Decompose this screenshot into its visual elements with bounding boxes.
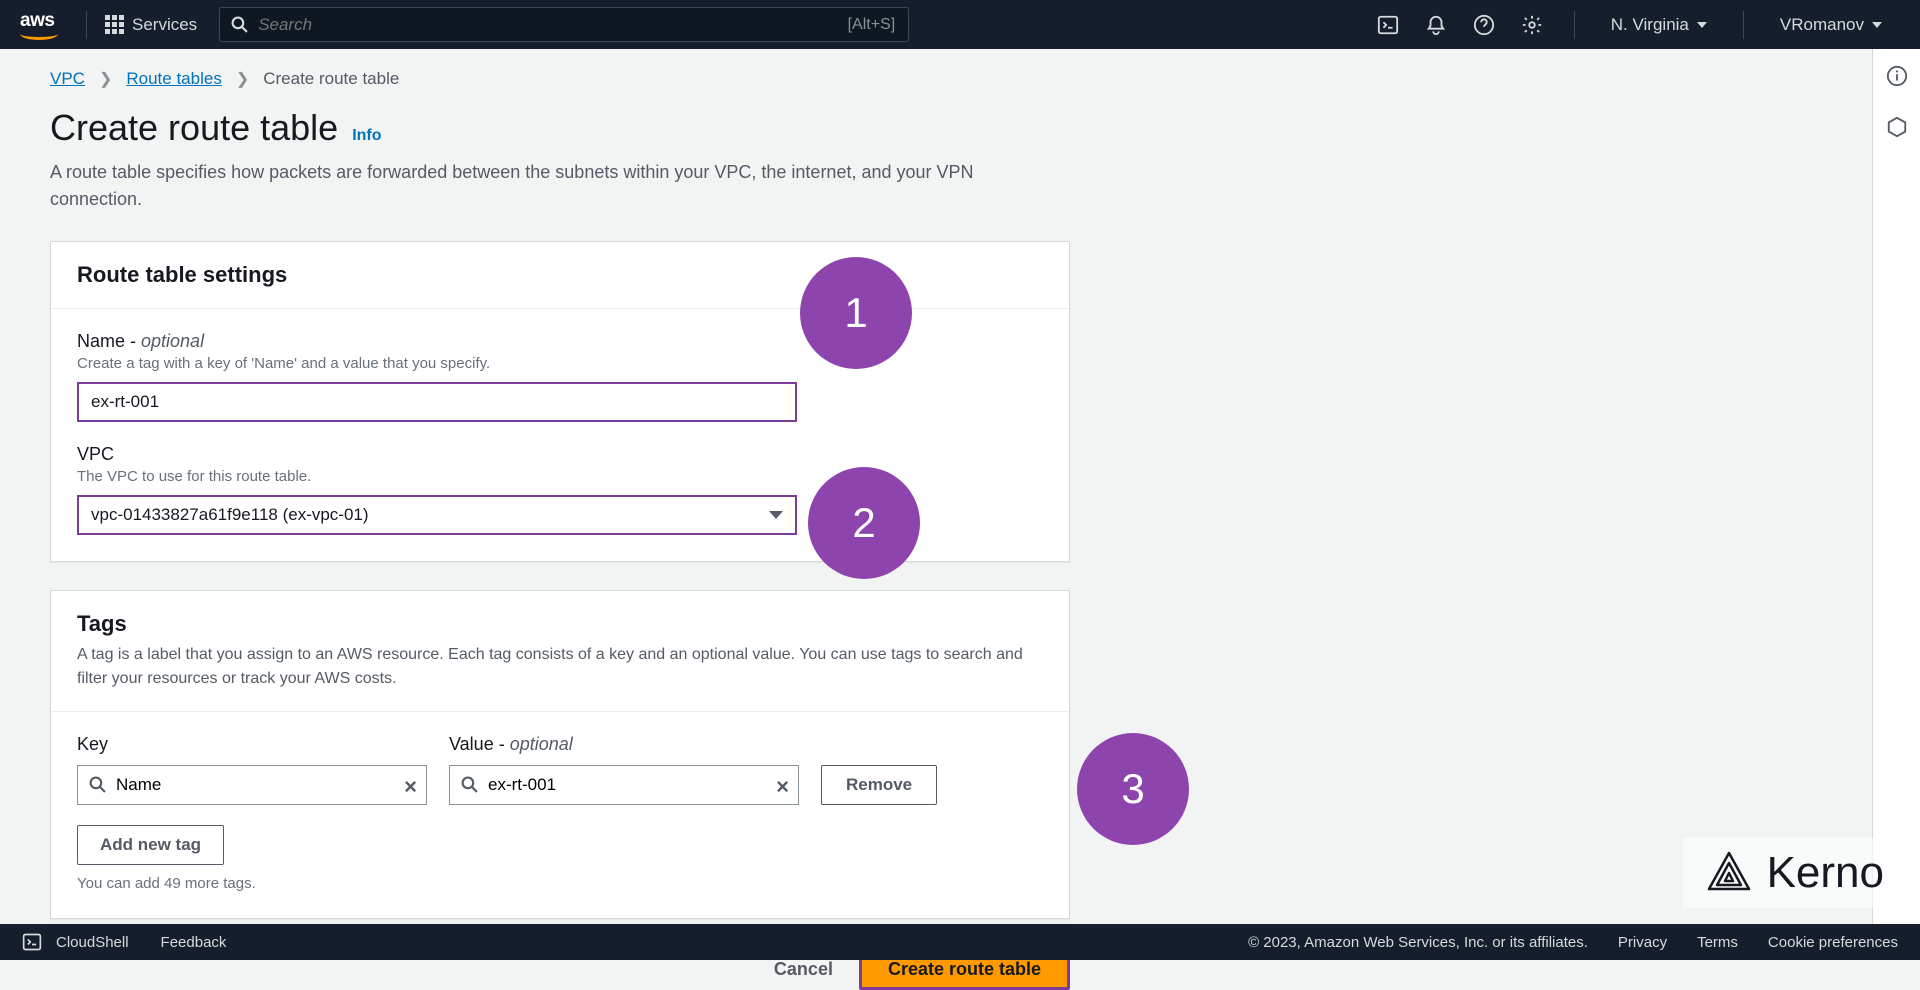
cloudshell-icon[interactable] (1364, 0, 1412, 49)
page-title-row: Create route table Info (50, 107, 1850, 149)
annotation-1: 1 (800, 257, 912, 369)
vpc-select[interactable]: vpc-01433827a61f9e118 (ex-vpc-01) (77, 495, 797, 535)
divider (1574, 11, 1575, 39)
aws-logo-text: aws (20, 10, 58, 32)
info-link[interactable]: Info (352, 127, 381, 145)
copyright-text: © 2023, Amazon Web Services, Inc. or its… (1248, 934, 1588, 951)
value-input-wrap: × (449, 765, 799, 805)
remove-tag-button[interactable]: Remove (821, 765, 937, 805)
panel-header: Tags A tag is a label that you assign to… (51, 591, 1069, 712)
panel-body: Key × Value - optional × (51, 712, 1069, 918)
help-icon[interactable] (1460, 0, 1508, 49)
clear-value-icon[interactable]: × (776, 774, 789, 800)
key-column: Key × (77, 734, 427, 805)
user-menu[interactable]: VRomanov (1762, 15, 1900, 35)
breadcrumb: VPC ❯ Route tables ❯ Create route table (50, 69, 1850, 89)
chevron-right-icon: ❯ (236, 69, 249, 89)
name-input[interactable] (77, 382, 797, 422)
main-content: VPC ❯ Route tables ❯ Create route table … (0, 49, 1900, 990)
feedback-link[interactable]: Feedback (161, 934, 227, 951)
optional-text: optional (141, 331, 204, 351)
vpc-label: VPC (77, 444, 1043, 465)
chevron-right-icon: ❯ (99, 69, 112, 89)
tags-panel-title: Tags (77, 611, 1043, 637)
name-label-text: Name - (77, 331, 141, 351)
chevron-down-icon (1697, 22, 1707, 28)
cloudshell-icon (22, 932, 42, 952)
add-tag-button[interactable]: Add new tag (77, 825, 224, 865)
kerno-logo-icon (1705, 849, 1753, 897)
nav-right: N. Virginia VRomanov (1364, 0, 1900, 49)
bottom-left: CloudShell Feedback (22, 932, 226, 952)
search-input[interactable] (219, 7, 909, 42)
search-icon (89, 776, 106, 793)
info-rail-icon[interactable] (1886, 65, 1908, 92)
value-column: Value - optional × (449, 734, 799, 805)
services-label: Services (132, 15, 197, 35)
annotation-3: 3 (1077, 733, 1189, 845)
search-shortcut: [Alt+S] (848, 16, 896, 34)
search-icon (461, 776, 478, 793)
tags-description: A tag is a label that you assign to an A… (77, 643, 1043, 691)
breadcrumb-vpc[interactable]: VPC (50, 69, 85, 89)
search-icon (231, 16, 248, 33)
cloudshell-link[interactable]: CloudShell (56, 934, 129, 951)
hexagon-rail-icon[interactable] (1886, 116, 1908, 143)
tags-remaining: You can add 49 more tags. (77, 875, 1043, 892)
divider (1743, 11, 1744, 39)
divider (86, 11, 87, 39)
value-label: Value - optional (449, 734, 799, 755)
annotation-2: 2 (808, 467, 920, 579)
value-input[interactable] (449, 765, 799, 805)
value-label-text: Value - (449, 734, 510, 754)
panel-header: Route table settings (51, 242, 1069, 309)
page-title: Create route table (50, 107, 338, 149)
name-hint: Create a tag with a key of 'Name' and a … (77, 355, 1043, 372)
gear-icon[interactable] (1508, 0, 1556, 49)
services-button[interactable]: Services (105, 15, 197, 35)
vpc-value: vpc-01433827a61f9e118 (ex-vpc-01) (91, 505, 369, 525)
clear-key-icon[interactable]: × (404, 774, 417, 800)
search-wrap: [Alt+S] (219, 7, 909, 42)
breadcrumb-route-tables[interactable]: Route tables (126, 69, 221, 89)
key-input[interactable] (77, 765, 427, 805)
bottom-bar: CloudShell Feedback © 2023, Amazon Web S… (0, 924, 1920, 960)
bottom-right: © 2023, Amazon Web Services, Inc. or its… (1248, 934, 1898, 951)
terms-link[interactable]: Terms (1697, 934, 1738, 951)
chevron-down-icon (769, 511, 783, 519)
watermark: Kerno (1683, 838, 1906, 908)
right-rail (1872, 49, 1920, 933)
region-selector[interactable]: N. Virginia (1593, 15, 1725, 35)
region-label: N. Virginia (1611, 15, 1689, 35)
tag-row: Key × Value - optional × (77, 734, 1043, 805)
breadcrumb-current: Create route table (263, 69, 399, 89)
key-label: Key (77, 734, 427, 755)
aws-logo[interactable]: aws (20, 10, 58, 40)
optional-text: optional (510, 734, 573, 754)
bell-icon[interactable] (1412, 0, 1460, 49)
key-input-wrap: × (77, 765, 427, 805)
grid-icon (105, 15, 124, 34)
watermark-text: Kerno (1767, 848, 1884, 898)
page-description: A route table specifies how packets are … (50, 159, 1050, 213)
cookies-link[interactable]: Cookie preferences (1768, 934, 1898, 951)
tags-panel: Tags A tag is a label that you assign to… (50, 590, 1070, 919)
user-label: VRomanov (1780, 15, 1864, 35)
privacy-link[interactable]: Privacy (1618, 934, 1667, 951)
top-nav: aws Services [Alt+S] N. Virginia (0, 0, 1920, 49)
chevron-down-icon (1872, 22, 1882, 28)
